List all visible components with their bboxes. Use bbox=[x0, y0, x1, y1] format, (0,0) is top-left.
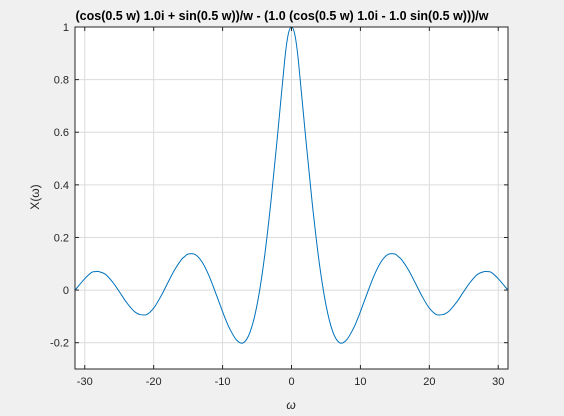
x-tick-label: -30 bbox=[77, 376, 93, 388]
y-tick-label: 0.8 bbox=[54, 75, 69, 87]
x-axis-label: ω bbox=[286, 398, 295, 412]
y-tick-label: 0.6 bbox=[54, 127, 69, 139]
x-tick-label: -10 bbox=[215, 376, 231, 388]
y-tick-label: -0.2 bbox=[50, 338, 69, 350]
tick-marks bbox=[75, 26, 508, 369]
chart-title: (cos(0.5 w) 1.0i + sin(0.5 w))/w - (1.0 … bbox=[76, 9, 489, 23]
y-tick-label: 0.4 bbox=[54, 180, 69, 192]
tick-labels: -30 -20 -10 0 10 20 30 -0.2 0 0.2 0.4 0.6 0.8 1 bbox=[50, 22, 504, 388]
x-tick-label: 20 bbox=[423, 376, 435, 388]
x-tick-label: -20 bbox=[146, 376, 162, 388]
x-tick-label: 10 bbox=[354, 376, 366, 388]
x-tick-label: 0 bbox=[288, 376, 294, 388]
y-axis-label: X(ω) bbox=[28, 184, 42, 209]
x-tick-label: 30 bbox=[492, 376, 504, 388]
y-tick-label: 1 bbox=[63, 22, 69, 34]
grid-lines bbox=[75, 26, 508, 369]
y-tick-label: 0.2 bbox=[54, 232, 69, 244]
y-tick-label: 0 bbox=[63, 285, 69, 297]
